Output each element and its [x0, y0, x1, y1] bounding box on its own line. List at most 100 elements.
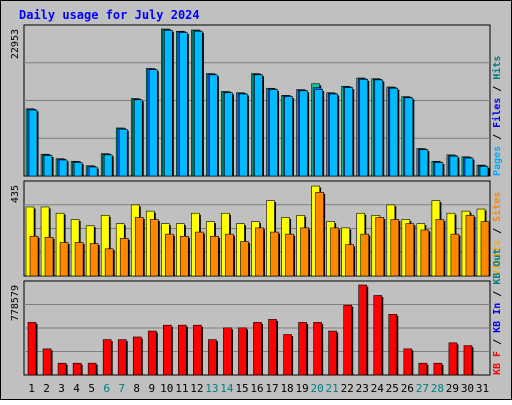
axis-label-segment: KB In — [492, 303, 503, 333]
bar-day-8 — [132, 336, 142, 376]
bar-day-31 — [479, 166, 489, 177]
axis-label-segment: Files — [491, 98, 503, 128]
bar-day-17 — [269, 89, 278, 177]
bar-day-13 — [209, 74, 218, 177]
bar-day-3 — [57, 362, 67, 376]
y-max-label: 22953 — [10, 29, 21, 59]
bar-day-2 — [44, 236, 54, 277]
bar-day-13 — [208, 339, 217, 376]
x-tick-label: 19 — [295, 382, 308, 395]
bar-day-30 — [463, 345, 473, 376]
bar-day-7 — [119, 238, 129, 277]
bar-day-6 — [102, 339, 112, 376]
x-tick-label: 11 — [175, 382, 188, 395]
bar-day-23 — [360, 233, 370, 277]
x-tick-label: 29 — [446, 382, 459, 395]
bar-day-10 — [164, 30, 173, 177]
bar-day-30 — [465, 215, 475, 277]
x-tick-label: 8 — [133, 382, 140, 395]
bar-day-5 — [87, 362, 97, 376]
bar-day-11 — [178, 324, 187, 376]
bar-day-26 — [405, 223, 415, 277]
bar-day-3 — [58, 159, 68, 177]
bar-day-5 — [88, 166, 98, 177]
bar-day-31 — [480, 221, 490, 277]
bar-day-25 — [388, 314, 398, 376]
bar-day-27 — [418, 362, 428, 376]
series-axis-label: Pages / Files / Hits — [491, 56, 503, 176]
bar-day-22 — [344, 87, 353, 177]
x-tick-label: 22 — [341, 382, 354, 395]
bar-day-4 — [72, 362, 82, 376]
x-tick-label: 30 — [461, 382, 474, 395]
x-tick-label: 18 — [280, 382, 293, 395]
bar-day-24 — [374, 79, 384, 177]
bar-day-8 — [134, 217, 144, 277]
bar-day-1 — [27, 322, 37, 376]
bar-day-8 — [133, 99, 143, 177]
bar-day-20 — [315, 192, 324, 277]
series-sites — [29, 192, 491, 277]
bar-day-25 — [390, 219, 400, 277]
x-tick-label: 26 — [401, 382, 414, 395]
bar-day-15 — [239, 93, 248, 177]
bar-day-11 — [179, 32, 188, 177]
bar-day-15 — [238, 327, 247, 376]
x-tick-label: 1 — [28, 382, 35, 395]
bar-day-17 — [270, 231, 279, 277]
bar-day-22 — [343, 304, 352, 376]
axis-label-segment: Hits — [491, 56, 503, 80]
bar-day-24 — [375, 217, 385, 277]
bar-day-4 — [74, 242, 84, 277]
bar-day-20 — [314, 89, 323, 177]
bar-day-19 — [300, 227, 309, 277]
bar-day-21 — [330, 227, 339, 277]
x-tick-label: 15 — [235, 382, 248, 395]
panel-1: 22953 Pages / Files / Hits — [10, 24, 503, 177]
bar-day-3 — [59, 242, 69, 277]
axis-label-segment: Pages — [492, 146, 503, 176]
x-tick-label: 2 — [43, 382, 50, 395]
y-max-label: 435 — [10, 185, 21, 203]
x-tick-label: 9 — [148, 382, 155, 395]
x-tick-label: 28 — [431, 382, 444, 395]
bar-day-20 — [313, 322, 322, 376]
bar-day-1 — [28, 109, 38, 177]
x-tick-label: 24 — [371, 382, 385, 395]
axis-label-segment: / — [492, 128, 503, 146]
x-tick-label: 3 — [58, 382, 65, 395]
x-axis-labels: 1 2 3 4 5 6 7 8 9 10 11 12 13 14 15 16 17 18 19 20 21 22 23 24 2… — [28, 382, 489, 395]
bar-day-2 — [43, 155, 53, 177]
axis-label-segment: Visits — [491, 240, 503, 276]
bar-day-26 — [403, 348, 413, 376]
panel-2: 435 Visits / Sites — [10, 180, 503, 277]
axis-label-segment: Sites — [491, 192, 503, 222]
x-tick-label: 10 — [160, 382, 173, 395]
axis-label-segment: KB F — [492, 351, 503, 375]
bar-day-13 — [210, 235, 219, 277]
bar-day-6 — [103, 154, 113, 177]
chart-panels: 22953 Pages / Files / Hits 435 Visits / Sit… — [10, 24, 503, 376]
bar-day-22 — [345, 244, 354, 277]
bar-day-18 — [285, 233, 294, 277]
bar-day-21 — [328, 330, 337, 376]
bar-day-27 — [420, 229, 430, 277]
x-tick-label: 27 — [416, 382, 429, 395]
bar-day-28 — [435, 219, 445, 277]
bar-day-18 — [283, 334, 292, 376]
bar-day-9 — [147, 330, 157, 376]
bar-day-5 — [89, 243, 99, 277]
bar-day-2 — [42, 348, 52, 376]
bar-day-28 — [433, 362, 443, 376]
bar-day-7 — [118, 128, 128, 177]
bar-day-17 — [268, 319, 277, 376]
bar-day-14 — [223, 327, 232, 376]
x-tick-label: 4 — [73, 382, 80, 395]
axis-label-segment: / — [492, 222, 503, 240]
axis-label-segment: / — [492, 333, 503, 351]
x-tick-label: 12 — [190, 382, 203, 395]
bar-day-1 — [29, 235, 39, 277]
x-tick-label: 14 — [220, 382, 234, 395]
bar-day-29 — [449, 155, 459, 177]
